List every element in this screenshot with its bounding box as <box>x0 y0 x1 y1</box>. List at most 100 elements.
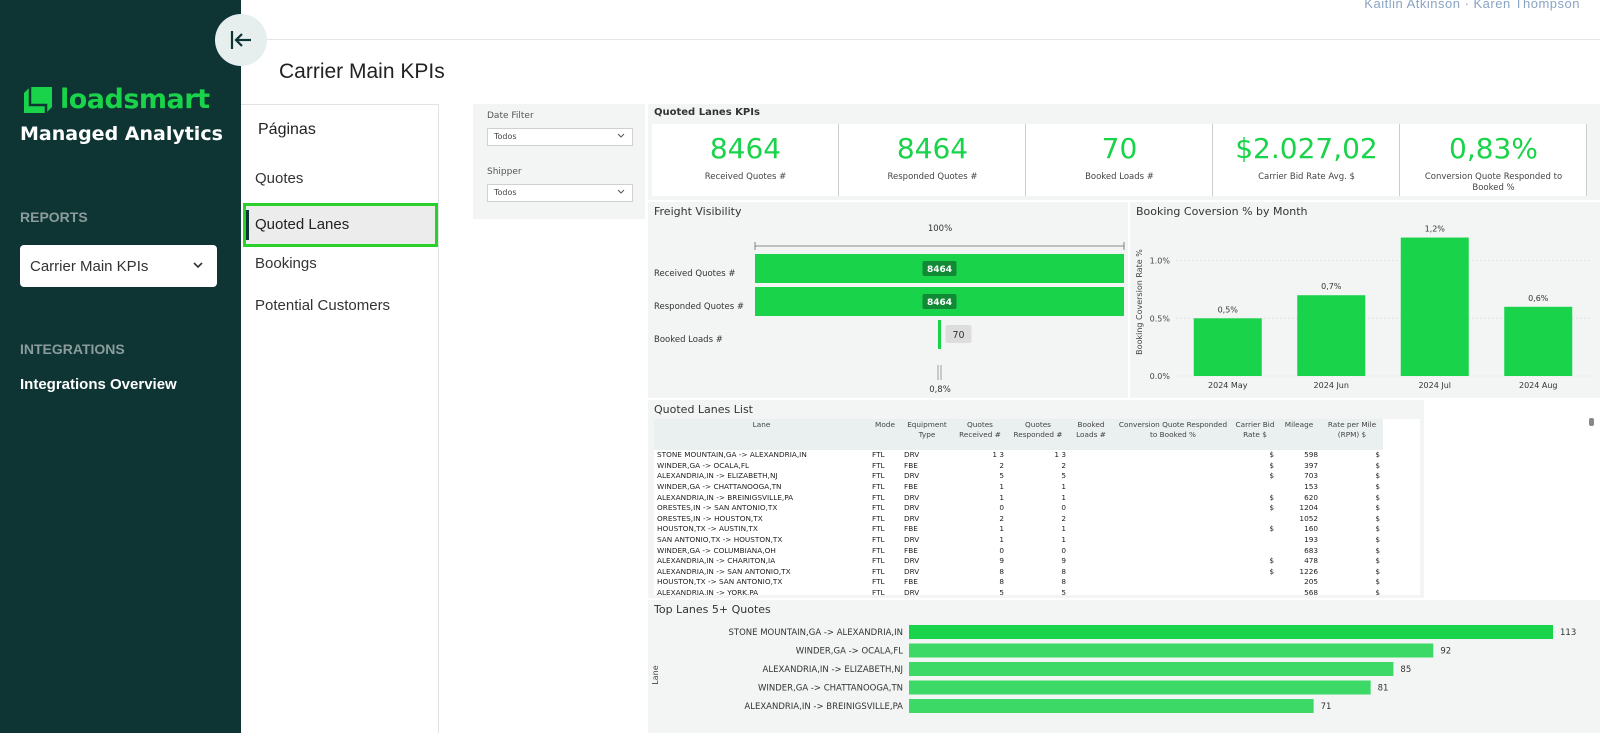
column-header[interactable]: Lane <box>654 419 869 450</box>
x-tick-label: 2024 Jun <box>1314 381 1349 390</box>
shipper-filter-label: Shipper <box>487 167 522 177</box>
table-cell <box>1113 524 1233 535</box>
freight-bar-label-bg <box>945 325 972 343</box>
page-item-bookings[interactable]: Bookings <box>255 255 317 272</box>
reports-section-label: REPORTS <box>20 209 88 225</box>
column-header[interactable]: Rate per Mile (RPM) $ <box>1321 419 1383 450</box>
kpi-label: Booked Loads # <box>1085 172 1154 182</box>
table-cell: $ <box>1375 535 1380 545</box>
table-row[interactable]: ALEXANDRIA,IN -> ELIZABETH,NJ FTL DRV 5 5 $70… <box>654 471 1383 482</box>
freight-top-label: 100% <box>928 224 952 234</box>
data-label: 0,5% <box>1218 305 1239 314</box>
table-row[interactable]: ORESTES,IN -> HOUSTON,TX FTL DRV 2 2 1052 $ <box>654 514 1383 525</box>
table-row[interactable]: WINDER,GA -> COLUMBIANA,OH FTL FBE 0 0 683 $ <box>654 545 1383 556</box>
table-cell <box>1113 503 1233 514</box>
table-cell: 1 <box>999 535 1004 545</box>
kpi-value: 8464 <box>896 132 969 165</box>
table-row[interactable]: SAN ANTONIO,TX -> HOUSTON,TX FTL DRV 1 1 193 $ <box>654 535 1383 546</box>
date-filter-select[interactable]: Todos <box>487 128 633 146</box>
table-cell: DRV <box>904 556 920 566</box>
column-header[interactable]: Mode <box>869 419 901 450</box>
table-cell: $ <box>1375 513 1380 523</box>
column-header[interactable]: Quotes Responded # <box>1007 419 1069 450</box>
lane-label: WINDER,GA -> OCALA,FL <box>796 647 904 657</box>
table-cell: 0 <box>1061 545 1066 555</box>
topbar: Kaitlin Atkinson · Karen Thompson <box>241 0 1600 40</box>
table-cell: $ <box>1375 492 1380 502</box>
column-bar <box>1504 306 1573 376</box>
table-cell <box>1069 482 1113 493</box>
table-row[interactable]: WINDER,GA -> OCALA,FL FTL FBE 2 2 $397 $ <box>654 461 1383 472</box>
table-cell: $ <box>1269 460 1274 470</box>
data-label: 0,7% <box>1321 282 1342 291</box>
table-cell: $ <box>1375 556 1380 566</box>
page-item-quoted-lanes[interactable]: Quoted Lanes <box>243 203 438 247</box>
table-row[interactable]: ORESTES,IN -> SAN ANTONIO,TX FTL DRV 0 0 $120… <box>654 503 1383 514</box>
table-row[interactable]: HOUSTON,TX -> SAN ANTONIO,TX FTL FBE 8 8 205 $ <box>654 577 1383 588</box>
column-header[interactable]: Conversion Quote Responded to Booked % <box>1113 419 1233 450</box>
column-header[interactable]: Mileage <box>1277 419 1321 450</box>
freight-bottom-label: 0,8% <box>929 385 951 395</box>
freight-row-label: Booked Loads # <box>654 335 723 345</box>
page-title: Carrier Main KPIs <box>279 60 445 83</box>
kpi-label: Conversion Quote Responded to Booked % <box>1424 172 1563 193</box>
table-row[interactable]: ALEXANDRIA,IN -> BREINIGSVILLE,PA FTL DRV 1… <box>654 492 1383 503</box>
table-scrollbar[interactable] <box>1589 418 1594 426</box>
top-lanes-chart: Lane STONE MOUNTAIN,GA -> ALEXANDRIA,IN 11… <box>651 625 1576 713</box>
table-row[interactable]: ALEXANDRIA,IN -> YORK,PA FTL DRV 5 5 568 $ <box>654 588 1383 595</box>
table-cell: $ <box>1269 556 1274 566</box>
table-cell <box>1069 514 1113 525</box>
table-cell: $ <box>1375 471 1380 481</box>
sidebar: loadsmart Managed Analytics REPORTS Carr… <box>0 0 241 733</box>
x-tick-label: 2024 May <box>1208 381 1248 390</box>
table-cell: FTL <box>872 513 885 523</box>
table-cell: $ <box>1375 524 1380 534</box>
freight-bar-value: 70 <box>952 330 964 341</box>
table-cell: 1 <box>999 524 1004 534</box>
table-row[interactable]: STONE MOUNTAIN,GA -> ALEXANDRIA,IN FTL DRV… <box>654 450 1383 461</box>
table-cell: 2 <box>1061 513 1066 523</box>
column-header[interactable]: Booked Loads # <box>1069 419 1113 450</box>
table-row[interactable]: HOUSTON,TX -> AUSTIN,TX FTL FBE 1 1 $160 $ <box>654 524 1383 535</box>
column-header[interactable]: Equipment Type <box>901 419 953 450</box>
table-cell: DRV <box>904 450 920 460</box>
y-tick-label: 1.0% <box>1150 257 1171 266</box>
table-cell: 5 <box>999 471 1004 481</box>
quoted-lanes-list-title: Quoted Lanes List <box>654 403 753 416</box>
table-cell: FBE <box>904 545 918 555</box>
page-item-quotes[interactable]: Quotes <box>255 170 304 187</box>
freight-row-label: Responded Quotes # <box>654 302 744 312</box>
quoted-lanes-table-wrap[interactable]: Lane Mode Equipment Type Quotes Received # Q… <box>654 419 1420 595</box>
report-select[interactable]: Carrier Main KPIs <box>20 245 217 287</box>
table-cell: FTL <box>872 482 885 492</box>
table-cell: $ <box>1375 566 1380 576</box>
table-cell: DRV <box>904 503 920 513</box>
x-tick-label: 2024 Aug <box>1519 381 1558 390</box>
page-item-potential-customers[interactable]: Potential Customers <box>255 297 391 314</box>
column-header[interactable]: Carrier Bid Rate $ <box>1233 419 1277 450</box>
lane-bar <box>909 625 1553 639</box>
table-cell: FTL <box>872 471 885 481</box>
table-cell: FTL <box>872 492 885 502</box>
table-row[interactable]: ALEXANDRIA,IN -> CHARITON,IA FTL DRV 9 9 $478… <box>654 556 1383 567</box>
table-row[interactable]: WINDER,GA -> CHATTANOOGA,TN FTL FBE 1 1 153 $ <box>654 482 1383 493</box>
table-cell: WINDER,GA -> OCALA,FL <box>657 460 750 470</box>
table-cell: FTL <box>872 524 885 534</box>
table-row[interactable]: ALEXANDRIA,IN -> SAN ANTONIO,TX FTL DRV 8 8 $… <box>654 567 1383 578</box>
lane-label: ALEXANDRIA,IN -> BREINIGSVILLE,PA <box>744 702 903 712</box>
freight-visibility-chart: 100% Received Quotes # Responded Quotes … <box>654 224 1125 395</box>
table-cell: 0 <box>1061 503 1066 513</box>
column-header[interactable]: Quotes Received # <box>953 419 1007 450</box>
table-cell: DRV <box>904 535 920 545</box>
collapse-sidebar-button[interactable] <box>215 14 267 66</box>
table-cell: 1 3 <box>992 450 1004 460</box>
topbar-users[interactable]: Kaitlin Atkinson · Karen Thompson <box>1364 0 1580 11</box>
table-cell: ALEXANDRIA,IN -> YORK,PA <box>657 588 759 595</box>
shipper-filter-select[interactable]: Todos <box>487 184 633 202</box>
integrations-overview-link[interactable]: Integrations Overview <box>20 376 177 393</box>
lane-bar <box>909 643 1434 658</box>
table-cell: FTL <box>872 556 885 566</box>
table-cell: 8 <box>1061 566 1066 576</box>
table-cell: DRV <box>904 588 920 595</box>
kpi-card-received: 8464 Received Quotes # <box>652 124 839 196</box>
